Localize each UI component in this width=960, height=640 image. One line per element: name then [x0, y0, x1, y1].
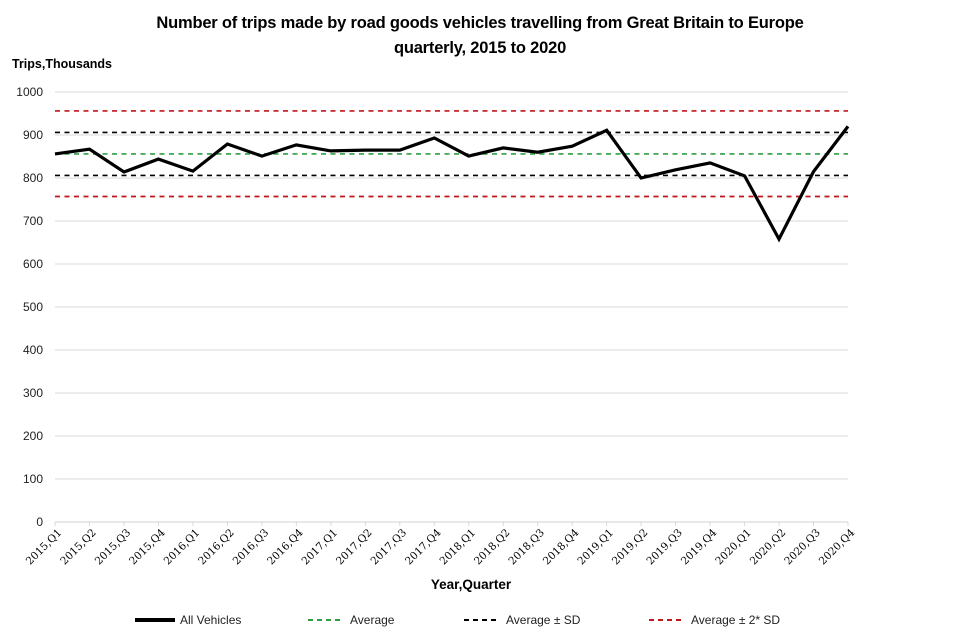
legend-label: Average — [350, 613, 395, 627]
y-tick-label: 400 — [23, 343, 43, 357]
data-series — [54, 125, 850, 243]
x-axis-label-wrap: Year,Quarter — [0, 577, 960, 592]
y-tick-label: 0 — [36, 515, 43, 529]
x-tick-label: 2018,Q1 — [437, 527, 478, 568]
x-tick-label: 2016,Q4 — [265, 527, 306, 568]
legend-swatch-dashed-black — [464, 619, 500, 621]
legend: All Vehicles Average Average ± SD Averag… — [0, 613, 960, 631]
x-tick-label: 2020,Q2 — [748, 527, 789, 568]
x-tick-label: 2015,Q3 — [93, 527, 134, 568]
x-tick-label: 2015,Q2 — [58, 527, 99, 568]
x-tick-label: 2017,Q3 — [369, 527, 410, 568]
x-tick-label: 2018,Q2 — [472, 527, 513, 568]
y-tick-label: 100 — [23, 472, 43, 486]
legend-swatch-dashed-red — [649, 619, 685, 621]
reference-lines — [55, 110, 848, 198]
x-tick-label: 2019,Q1 — [575, 527, 616, 568]
x-tick-label: 2016,Q3 — [231, 527, 272, 568]
legend-label: Average ± 2* SD — [691, 613, 781, 627]
x-axis-label: Year,Quarter — [430, 577, 512, 592]
y-tick-label: 200 — [23, 429, 43, 443]
y-tick-label: 900 — [23, 128, 43, 142]
x-tick-label: 2017,Q1 — [300, 527, 341, 568]
x-tick-label: 2015,Q1 — [24, 527, 65, 568]
chart-title-line-2: quarterly, 2015 to 2020 — [393, 39, 567, 57]
x-tick-label: 2019,Q4 — [679, 527, 720, 568]
legend-swatch-dashed-green — [308, 619, 344, 621]
x-tick-label: 2020,Q1 — [713, 527, 754, 568]
x-tick-label: 2019,Q2 — [610, 527, 651, 568]
legend-item-average-sd[interactable]: Average ± SD — [462, 613, 580, 627]
x-tick-label: 2017,Q2 — [334, 527, 375, 568]
x-tick-label: 2018,Q4 — [541, 527, 582, 568]
y-axis-label: Trips,Thousands — [12, 57, 113, 71]
legend-label: Average ± SD — [506, 613, 581, 627]
x-axis-ticks: 2015,Q12015,Q22015,Q32015,Q42016,Q12016,… — [24, 527, 858, 568]
x-tick-label: 2016,Q2 — [196, 527, 237, 568]
y-tick-label: 300 — [23, 386, 43, 400]
legend-item-all-vehicles[interactable]: All Vehicles — [134, 613, 241, 627]
x-tick-label: 2020,Q3 — [782, 527, 823, 568]
y-axis-ticks: 0 100 200 300 400 500 600 700 800 900 1000 — [16, 85, 43, 529]
y-tick-label: 500 — [23, 300, 43, 314]
y-tick-label: 1000 — [16, 85, 43, 99]
series-line-all-vehicles — [54, 125, 850, 243]
chart-title-line-1: Number of trips made by road goods vehic… — [156, 14, 804, 32]
x-tick-label: 2015,Q4 — [127, 527, 168, 568]
x-axis — [54, 521, 849, 526]
y-tick-label: 700 — [23, 214, 43, 228]
legend-swatch-solid-black — [135, 618, 175, 622]
x-tick-label: 2017,Q4 — [403, 527, 444, 568]
legend-item-average[interactable]: Average — [306, 613, 394, 627]
y-tick-label: 800 — [23, 171, 43, 185]
chart-title: Number of trips made by road goods vehic… — [0, 11, 960, 61]
legend-label: All Vehicles — [180, 613, 242, 627]
x-tick-label: 2019,Q3 — [644, 527, 685, 568]
legend-item-average-2sd[interactable]: Average ± 2* SD — [647, 613, 780, 627]
y-tick-label: 600 — [23, 257, 43, 271]
x-tick-label: 2020,Q4 — [817, 527, 858, 568]
x-tick-label: 2018,Q3 — [506, 527, 547, 568]
gridlines — [55, 91, 848, 480]
x-tick-label: 2016,Q1 — [162, 527, 203, 568]
